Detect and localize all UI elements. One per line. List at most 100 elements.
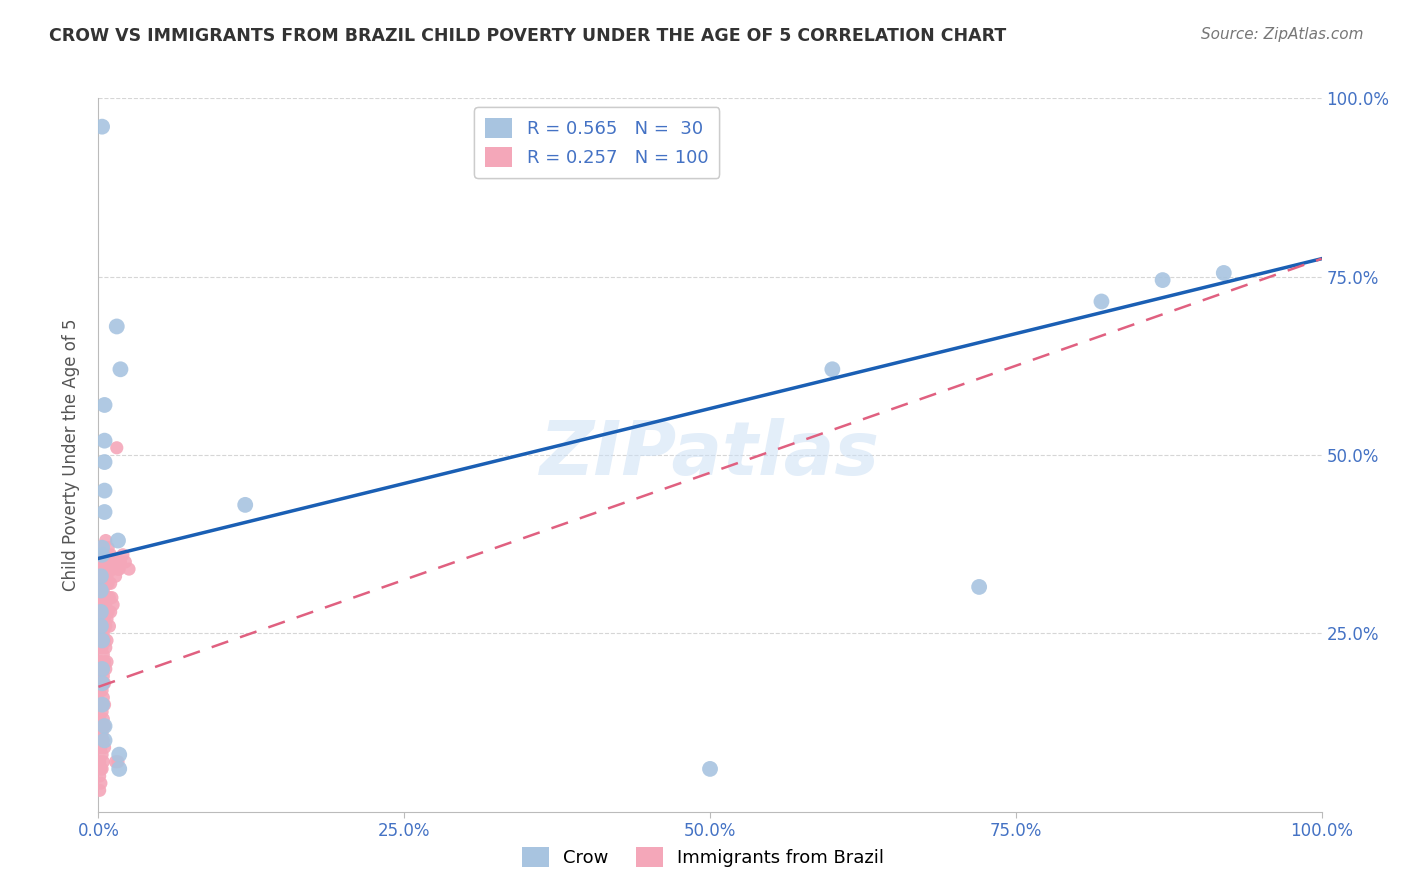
Point <box>114 555 136 569</box>
Point <box>105 555 128 569</box>
Point <box>91 662 114 676</box>
Text: Source: ZipAtlas.com: Source: ZipAtlas.com <box>1201 27 1364 42</box>
Point <box>91 576 114 591</box>
Point <box>104 569 127 583</box>
Point <box>96 548 118 562</box>
Point <box>1152 273 1174 287</box>
Point <box>90 762 112 776</box>
Point <box>94 533 117 548</box>
Point <box>93 676 115 690</box>
Point <box>89 612 111 626</box>
Point <box>91 755 114 769</box>
Point <box>93 483 115 498</box>
Point <box>89 640 111 655</box>
Point <box>107 533 129 548</box>
Point <box>94 640 117 655</box>
Point <box>101 562 124 576</box>
Point <box>97 576 120 591</box>
Point <box>93 719 115 733</box>
Point <box>93 505 115 519</box>
Point <box>89 726 111 740</box>
Point <box>89 569 111 583</box>
Point <box>91 619 114 633</box>
Point <box>89 769 111 783</box>
Point <box>97 605 120 619</box>
Point <box>91 712 114 726</box>
Point <box>93 398 115 412</box>
Point <box>98 619 121 633</box>
Point <box>91 120 114 134</box>
Point <box>93 591 115 605</box>
Point <box>96 655 118 669</box>
Legend: Crow, Immigrants from Brazil: Crow, Immigrants from Brazil <box>515 839 891 874</box>
Point <box>91 555 114 569</box>
Point <box>100 576 122 591</box>
Point <box>93 733 115 747</box>
Point <box>90 655 112 669</box>
Point <box>1090 294 1112 309</box>
Point <box>90 633 112 648</box>
Point <box>90 548 112 562</box>
Point <box>104 755 127 769</box>
Point <box>91 605 114 619</box>
Point <box>90 569 112 583</box>
Point <box>101 598 124 612</box>
Point <box>94 598 117 612</box>
Point <box>93 633 115 648</box>
Point <box>89 626 111 640</box>
Point <box>91 562 114 576</box>
Point <box>96 569 118 583</box>
Point <box>1212 266 1234 280</box>
Point <box>94 576 117 591</box>
Point <box>118 562 141 576</box>
Point <box>91 705 114 719</box>
Point <box>98 562 121 576</box>
Point <box>93 612 115 626</box>
Point <box>90 776 112 790</box>
Point <box>91 698 114 712</box>
Point <box>89 583 111 598</box>
Y-axis label: Child Poverty Under the Age of 5: Child Poverty Under the Age of 5 <box>62 318 80 591</box>
Point <box>91 640 114 655</box>
Point <box>108 762 131 776</box>
Point <box>90 612 112 626</box>
Point <box>93 719 115 733</box>
Point <box>89 555 111 569</box>
Point <box>91 633 114 648</box>
Point <box>93 569 115 583</box>
Point <box>100 548 122 562</box>
Point <box>89 598 111 612</box>
Point <box>89 541 111 555</box>
Point <box>89 712 111 726</box>
Point <box>101 555 124 569</box>
Point <box>93 455 115 469</box>
Point <box>96 633 118 648</box>
Point <box>93 548 115 562</box>
Point <box>91 726 114 740</box>
Point <box>100 605 122 619</box>
Point <box>967 580 990 594</box>
Point <box>89 783 111 797</box>
Point <box>93 698 115 712</box>
Point <box>91 669 114 683</box>
Text: CROW VS IMMIGRANTS FROM BRAZIL CHILD POVERTY UNDER THE AGE OF 5 CORRELATION CHAR: CROW VS IMMIGRANTS FROM BRAZIL CHILD POV… <box>49 27 1007 45</box>
Point <box>90 698 112 712</box>
Point <box>91 690 114 705</box>
Point <box>91 676 114 690</box>
Point <box>105 319 128 334</box>
Point <box>89 655 111 669</box>
Point <box>91 598 114 612</box>
Point <box>91 541 114 555</box>
Point <box>110 362 132 376</box>
Point <box>108 562 131 576</box>
Point <box>105 441 128 455</box>
Point <box>91 683 114 698</box>
Point <box>97 555 120 569</box>
Point <box>98 591 121 605</box>
Point <box>90 605 112 619</box>
Legend: R = 0.565   N =  30, R = 0.257   N = 100: R = 0.565 N = 30, R = 0.257 N = 100 <box>474 107 720 178</box>
Point <box>90 583 112 598</box>
Point <box>821 362 844 376</box>
Point <box>91 662 114 676</box>
Point <box>94 662 117 676</box>
